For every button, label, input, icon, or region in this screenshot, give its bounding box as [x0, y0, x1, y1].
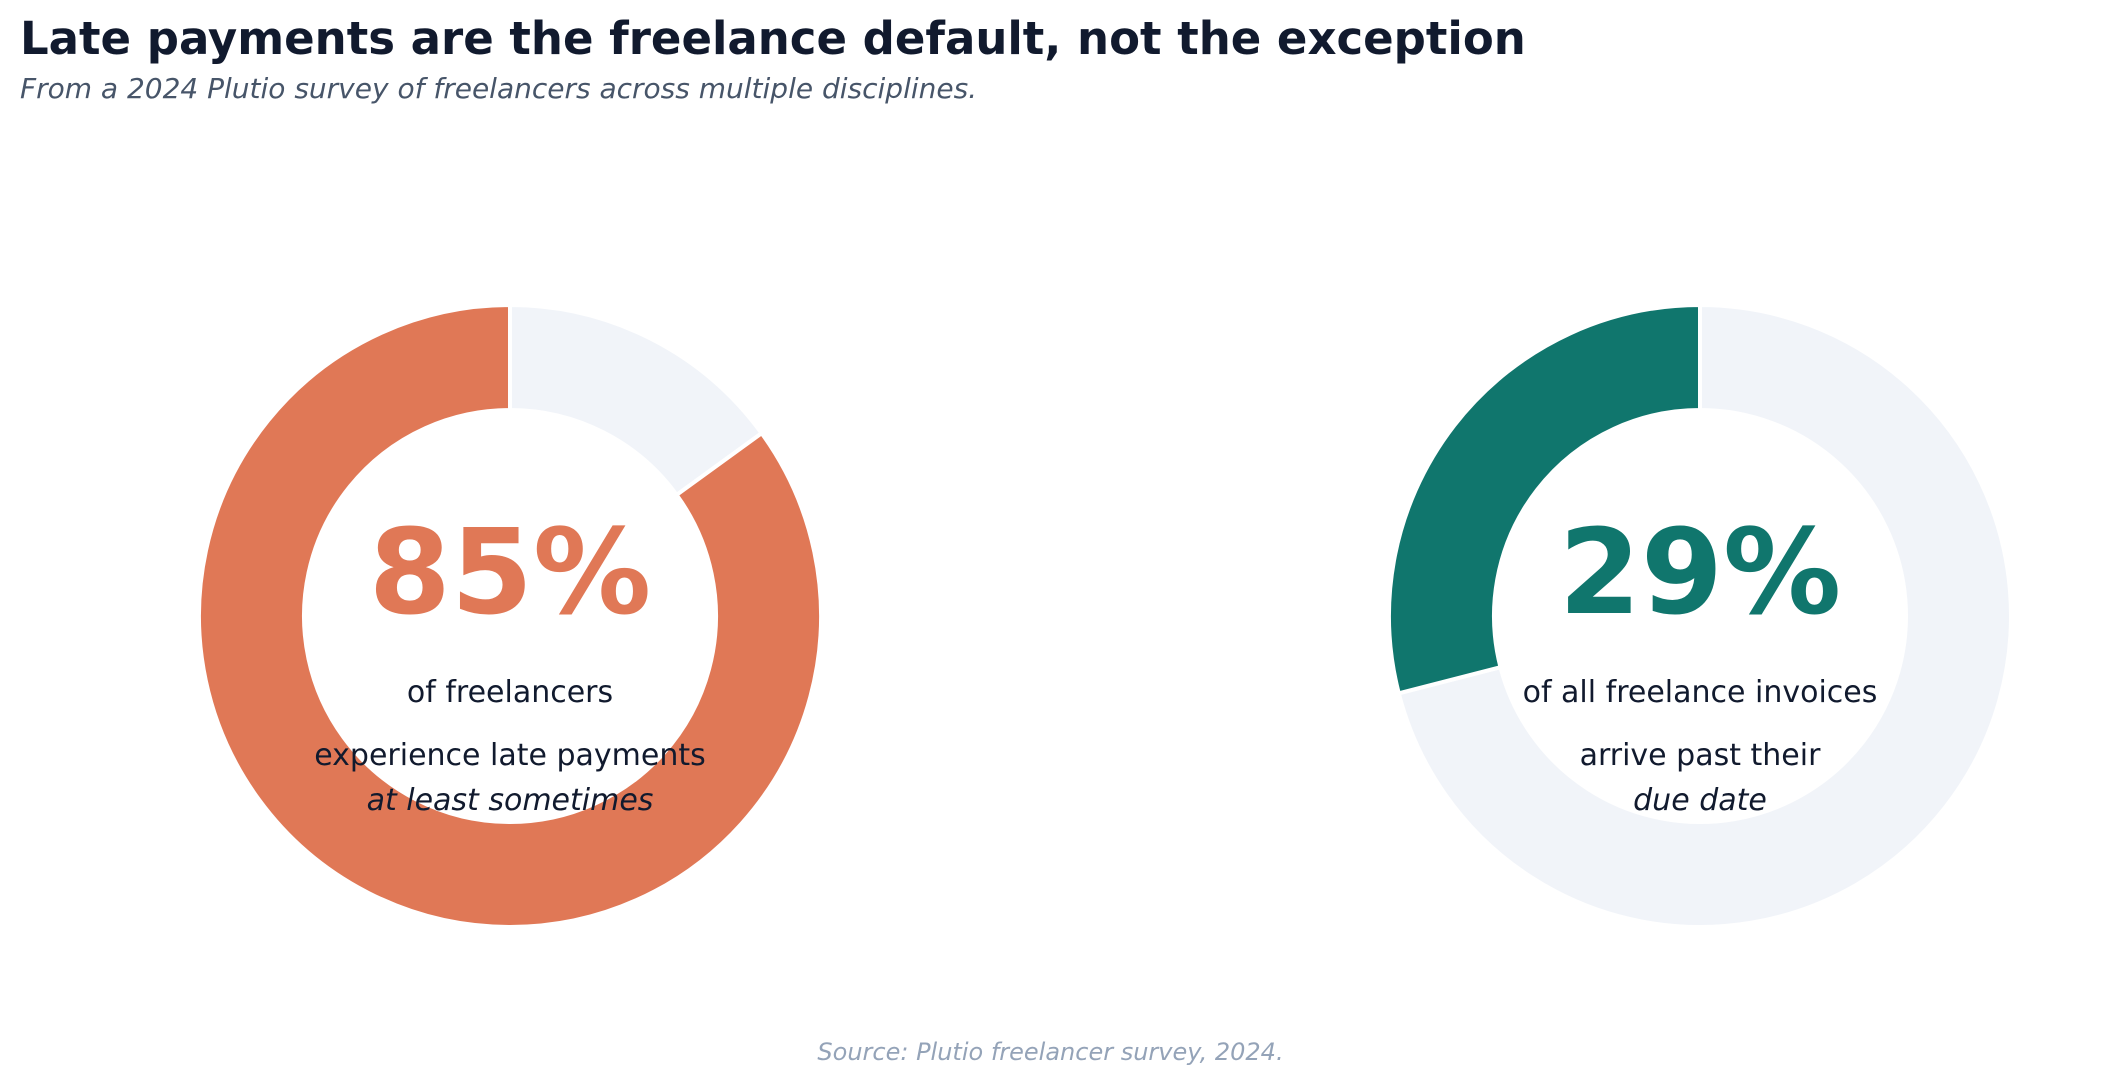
donut-value-label: 85% — [369, 503, 651, 641]
donut-value-segment — [197, 302, 823, 929]
source-note: Source: Plutio freelancer survey, 2024. — [817, 1038, 1284, 1066]
donut-caption-line1: of all freelance invoices — [1523, 675, 1878, 710]
donut-value-segment — [1387, 302, 1702, 696]
chart-title: Late payments are the freelance default,… — [20, 12, 1526, 65]
donut-caption-line3: at least sometimes — [367, 783, 654, 818]
chart-subtitle: From a 2024 Plutio survey of freelancers… — [20, 72, 978, 105]
donut-caption-line3: due date — [1633, 783, 1767, 818]
donut-caption-line1: of freelancers — [407, 675, 613, 710]
donut-value-label: 29% — [1559, 503, 1841, 641]
donut-chart-late-payments: 85% of freelancers experience late payme… — [197, 302, 823, 929]
donut-caption-line2: experience late payments — [314, 738, 706, 773]
donut-chart-late-invoices: 29% of all freelance invoices arrive pas… — [1387, 302, 2013, 929]
donut-remainder-segment — [1396, 302, 2013, 929]
donut-caption-line2: arrive past their — [1580, 738, 1822, 773]
